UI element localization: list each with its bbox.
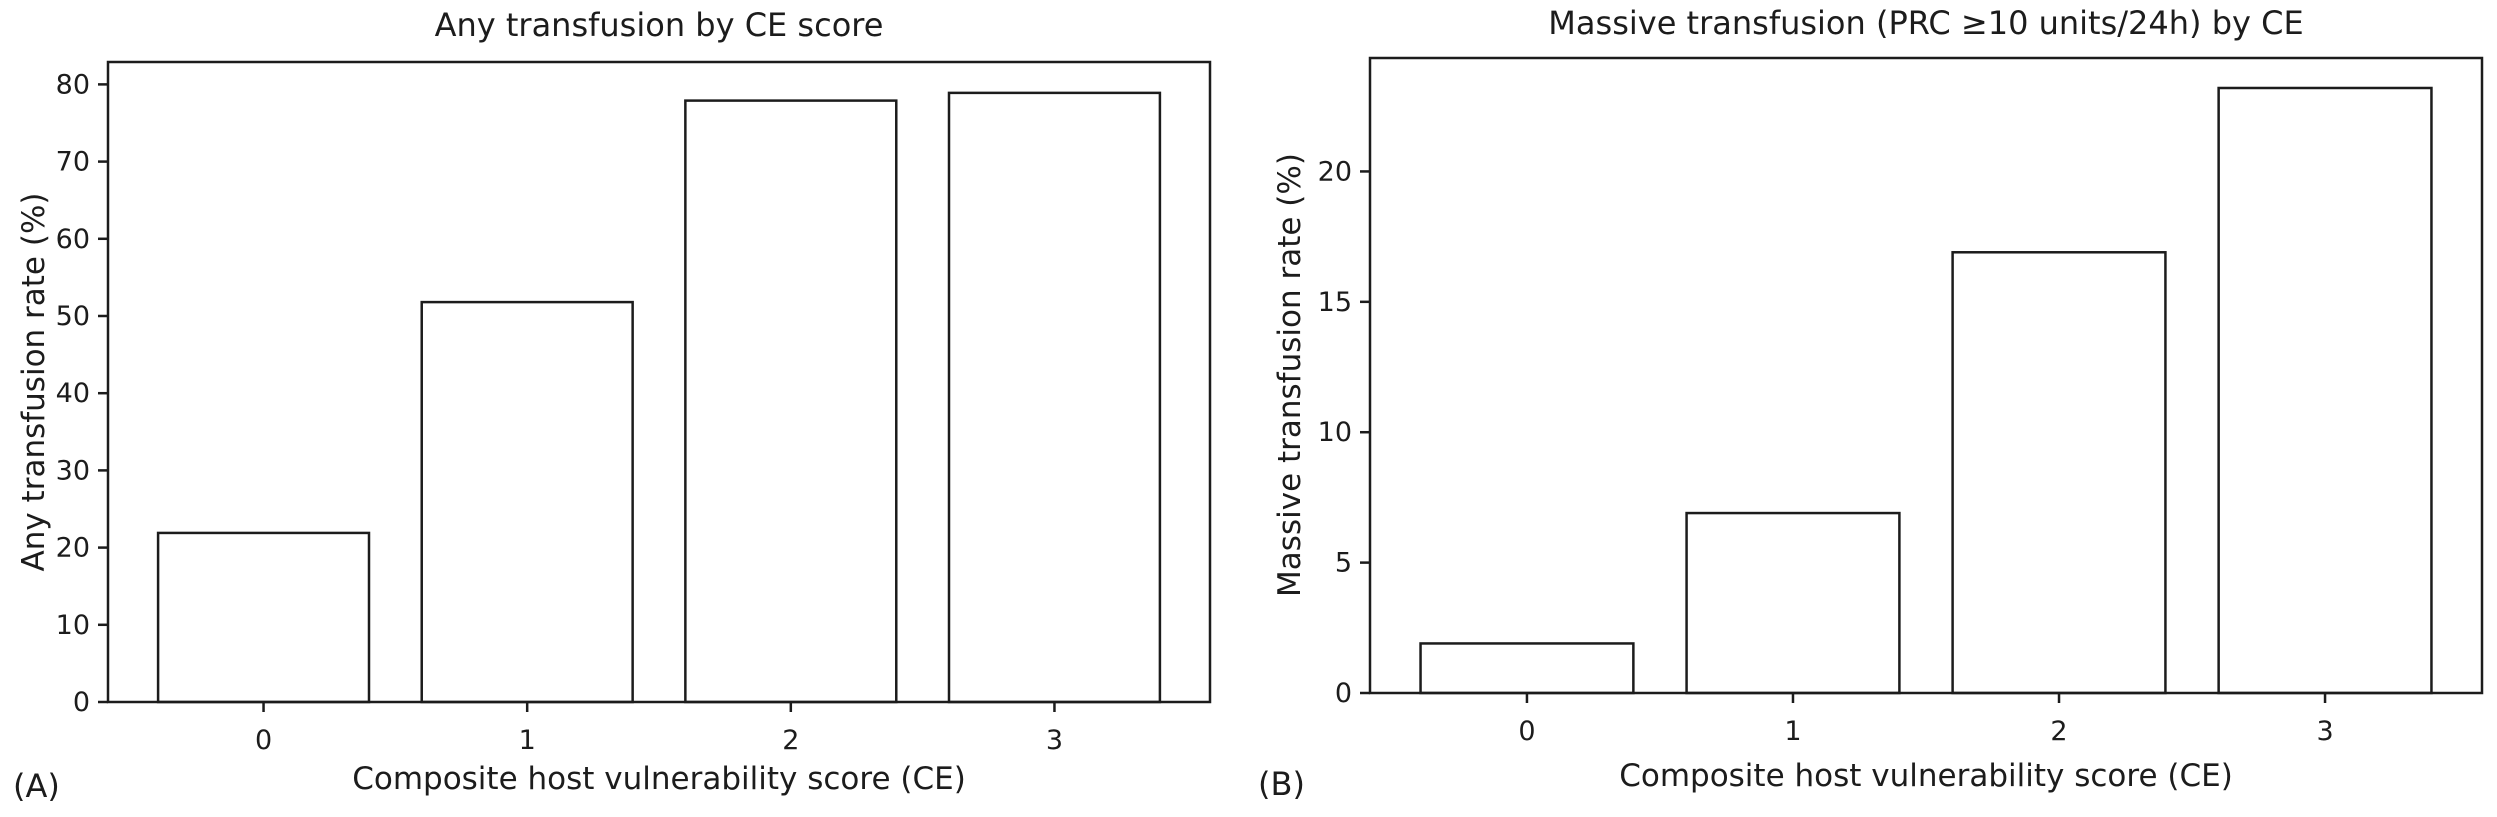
x-axis-label: Composite host vulnerability score (CE) [352, 761, 966, 797]
x-tick-label: 0 [255, 725, 272, 756]
y-tick-label: 20 [56, 533, 90, 564]
bar-ce-0 [1419, 642, 1635, 695]
x-tick-label: 2 [2050, 716, 2067, 747]
y-axis-label: Massive transfusion rate (%) [1272, 153, 1308, 597]
y-tick-label: 0 [73, 687, 90, 718]
chart-title: Any transfusion by CE score [435, 6, 884, 44]
y-tick-label: 80 [56, 69, 90, 100]
x-tick-label: 2 [782, 725, 799, 756]
x-axis-label: Composite host vulnerability score (CE) [1619, 758, 2233, 794]
y-tick-label: 50 [56, 301, 90, 332]
x-tick-label: 3 [2316, 716, 2333, 747]
y-tick-label: 10 [1318, 417, 1352, 448]
chart-title: Massive transfusion (PRC ≥10 units/24h) … [1548, 4, 2303, 42]
bar-ce-2 [684, 99, 898, 704]
x-tick-label: 0 [1518, 716, 1535, 747]
x-tick-label: 1 [1784, 716, 1801, 747]
x-tick-label: 3 [1046, 725, 1063, 756]
bar-ce-1 [1685, 511, 1901, 695]
panel-label: (A) [13, 767, 60, 805]
x-tick-label: 1 [519, 725, 536, 756]
y-tick-label: 5 [1335, 548, 1352, 579]
y-tick-label: 40 [56, 378, 90, 409]
bar-ce-3 [2217, 86, 2433, 695]
y-tick-label: 60 [56, 224, 90, 255]
y-tick-label: 20 [1318, 156, 1352, 187]
y-tick-label: 0 [1335, 678, 1352, 709]
chart-panel-b: 0 5 10 15 20 0 1 2 3 Massive transfusion (PRC ≥10… [1258, 4, 2484, 803]
bar-ce-1 [420, 300, 634, 704]
bar-ce-0 [156, 531, 371, 704]
y-tick-label: 70 [56, 147, 90, 178]
bar-ce-2 [1951, 251, 2167, 695]
bar-ce-3 [947, 91, 1162, 704]
y-tick-label: 10 [56, 610, 90, 641]
y-tick-label: 30 [56, 455, 90, 486]
plot-border [1368, 56, 2484, 695]
plot-border [106, 60, 1212, 704]
chart-panel-a: 0 10 20 30 40 50 60 70 80 0 1 2 3 Any transfusion by … [13, 6, 1212, 805]
y-axis-label: Any transfusion rate (%) [16, 192, 52, 571]
y-tick-label: 15 [1318, 287, 1352, 318]
panel-label: (B) [1258, 765, 1305, 803]
